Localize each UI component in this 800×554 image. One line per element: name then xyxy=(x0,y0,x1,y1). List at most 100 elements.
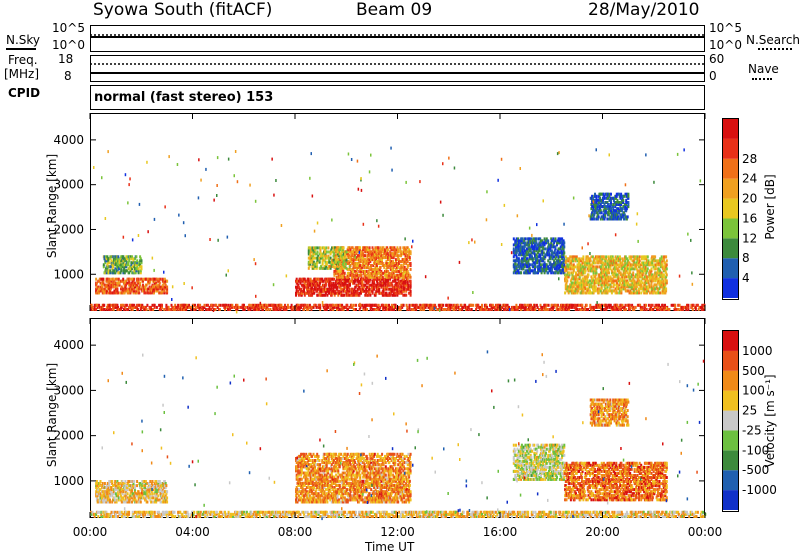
data-cell xyxy=(149,277,152,281)
data-cell xyxy=(635,267,638,271)
data-cell xyxy=(539,245,542,249)
data-cell xyxy=(553,249,556,253)
data-cell xyxy=(385,260,388,264)
data-cell xyxy=(554,271,557,275)
data-cell xyxy=(325,254,328,258)
data-cell xyxy=(107,269,110,273)
data-cell xyxy=(543,257,546,261)
data-cell xyxy=(124,281,127,285)
data-cell xyxy=(644,289,647,293)
data-cell xyxy=(312,262,315,266)
data-cell xyxy=(336,279,339,283)
data-cell xyxy=(105,257,108,261)
data-cell xyxy=(392,265,395,269)
data-cell xyxy=(651,277,654,281)
data-cell xyxy=(561,255,564,259)
data-cell xyxy=(133,271,136,275)
data-cell xyxy=(117,279,120,283)
data-cell xyxy=(133,289,136,293)
data-cell xyxy=(636,259,639,263)
data-cell xyxy=(370,273,372,277)
data-cell xyxy=(316,250,319,254)
data-cell xyxy=(147,291,150,295)
data-cell xyxy=(555,267,558,271)
data-cell xyxy=(394,269,397,273)
data-cell xyxy=(608,289,611,293)
data-cell xyxy=(114,291,117,295)
data-cell xyxy=(384,277,387,281)
data-cell xyxy=(612,281,615,285)
data-cell xyxy=(369,252,372,256)
data-cell xyxy=(614,271,617,275)
data-cell xyxy=(408,273,411,277)
data-cell xyxy=(131,265,134,269)
data-cell xyxy=(376,289,379,293)
data-cell xyxy=(409,267,412,271)
data-cell xyxy=(553,263,556,267)
data-cell xyxy=(406,246,409,250)
data-cell xyxy=(140,287,143,291)
data-cell xyxy=(650,269,653,273)
data-cell xyxy=(336,262,339,266)
data-cell xyxy=(574,289,577,293)
data-cell xyxy=(407,271,410,275)
data-cell xyxy=(392,279,395,283)
data-cell xyxy=(404,281,407,285)
data-cell xyxy=(318,260,321,264)
data-cell xyxy=(140,277,143,281)
data-cell xyxy=(297,291,300,295)
nave-label: Nave xyxy=(748,62,779,76)
data-cell xyxy=(103,255,106,259)
data-cell xyxy=(342,258,345,262)
data-cell xyxy=(515,253,517,257)
data-cell xyxy=(651,279,654,283)
data-cell xyxy=(608,271,610,275)
data-cell xyxy=(109,271,112,275)
data-cell xyxy=(385,267,388,271)
data-cell xyxy=(568,273,571,277)
data-cell xyxy=(534,255,536,259)
data-cell xyxy=(603,279,606,283)
data-cell xyxy=(591,263,594,267)
data-cell xyxy=(564,269,567,273)
data-cell xyxy=(595,267,598,271)
data-cell xyxy=(530,269,533,273)
data-cell xyxy=(605,287,608,291)
data-cell xyxy=(571,265,574,269)
data-cell xyxy=(359,246,362,250)
data-cell xyxy=(128,287,131,291)
data-cell xyxy=(534,239,537,243)
data-cell xyxy=(543,243,546,247)
data-cell xyxy=(399,291,402,295)
data-cell xyxy=(107,261,110,265)
data-cell xyxy=(375,269,378,273)
data-cell xyxy=(524,269,527,273)
data-cell xyxy=(348,271,351,275)
data-cell xyxy=(472,303,475,307)
data-cell xyxy=(600,285,603,289)
data-cell xyxy=(378,281,381,285)
data-cell xyxy=(531,255,534,259)
data-cell xyxy=(166,285,169,289)
data-cell xyxy=(402,264,405,267)
data-cell xyxy=(626,215,629,219)
data-cell xyxy=(632,289,635,293)
data-cell xyxy=(365,291,368,295)
data-cell xyxy=(338,248,341,252)
data-cell xyxy=(589,289,591,293)
data-cell xyxy=(528,247,531,251)
data-cell xyxy=(532,261,535,265)
data-cell xyxy=(600,275,603,279)
data-cell xyxy=(311,250,314,254)
data-cell xyxy=(396,273,399,277)
data-cell xyxy=(643,257,646,261)
data-cell xyxy=(572,267,575,271)
data-cell xyxy=(330,285,333,289)
data-cell xyxy=(113,259,115,263)
data-cell xyxy=(646,261,649,265)
data-cell xyxy=(310,256,313,260)
data-cell xyxy=(536,243,539,247)
data-cell xyxy=(338,271,341,275)
data-cell xyxy=(397,248,400,252)
data-cell xyxy=(525,263,528,267)
